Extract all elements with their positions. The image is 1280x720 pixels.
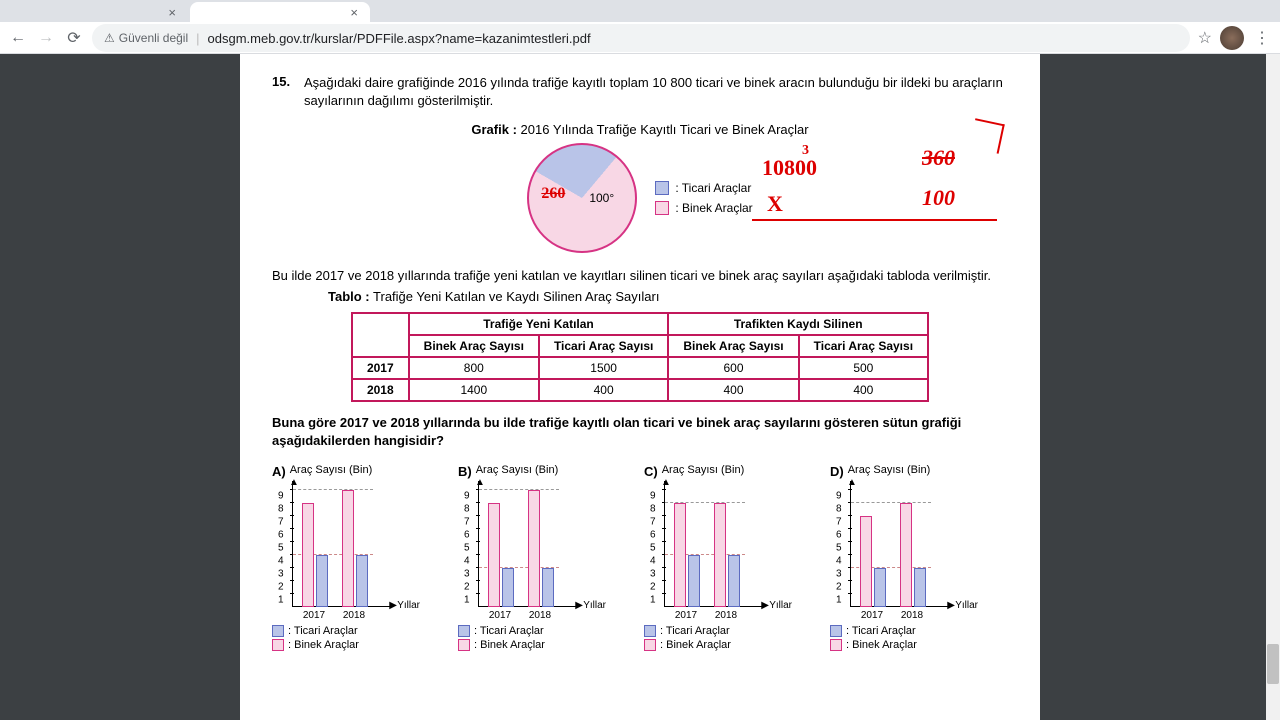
question-text: Aşağıdaki daire grafiğinde 2016 yılında …	[304, 74, 1008, 110]
pie-angle-label: 100°	[589, 191, 614, 205]
browser-chrome: × × ← → ⟳ ⚠ Güvenli değil | odsgm.meb.go…	[0, 0, 1280, 54]
scrollbar-thumb[interactable]	[1267, 644, 1279, 684]
back-icon[interactable]: ←	[8, 28, 28, 48]
url-input[interactable]: ⚠ Güvenli değil | odsgm.meb.gov.tr/kursl…	[92, 24, 1190, 52]
table-title: Tablo : Trafiğe Yeni Katılan ve Kaydı Si…	[272, 288, 1008, 306]
pie-chart-title: Grafik : 2016 Yılında Trafiğe Kayıtlı Ti…	[272, 122, 1008, 137]
handwriting: 10800	[762, 155, 817, 181]
close-icon[interactable]: ×	[168, 5, 176, 20]
data-table: Trafiğe Yeni Katılan Trafikten Kaydı Sil…	[351, 312, 929, 402]
pdf-page: 15. Aşağıdaki daire grafiğinde 2016 yılı…	[240, 54, 1040, 720]
legend-swatch-ticari	[655, 181, 669, 195]
bar-chart: ▲▶1 2 3 4 5 6 7 8 9 20172018Yıllar	[272, 481, 402, 621]
bar-legend: : Ticari Araçlar : Binek Araçlar	[830, 625, 1008, 651]
tab-strip: × ×	[0, 0, 1280, 22]
browser-tab-2[interactable]: ×	[190, 2, 370, 22]
scrollbar[interactable]	[1266, 54, 1280, 720]
bar-chart: ▲▶1 2 3 4 5 6 7 8 9 20172018Yıllar	[644, 481, 774, 621]
option-label: C)	[644, 464, 658, 479]
answer-option[interactable]: B) Araç Sayısı (Bin) ▲▶1 2 3 4 5 6 7 8 9…	[458, 464, 636, 653]
question-number: 15.	[272, 74, 296, 110]
legend-swatch-binek	[655, 201, 669, 215]
bar-legend: : Ticari Araçlar : Binek Araçlar	[458, 625, 636, 651]
pie-chart-area: 100° 260 : Ticari Araçlar : Binek Araçla…	[272, 143, 1008, 253]
handwriting: 260	[541, 185, 565, 203]
reload-icon[interactable]: ⟳	[64, 28, 84, 48]
answer-options: A) Araç Sayısı (Bin) ▲▶1 2 3 4 5 6 7 8 9…	[272, 464, 1008, 653]
bar-chart: ▲▶1 2 3 4 5 6 7 8 9 20172018Yıllar	[458, 481, 588, 621]
paragraph-2: Bu ilde 2017 ve 2018 yıllarında trafiğe …	[272, 267, 1008, 285]
browser-tab-1[interactable]: ×	[8, 2, 188, 22]
bar-legend: : Ticari Araçlar : Binek Araçlar	[272, 625, 450, 651]
question-final: Buna göre 2017 ve 2018 yıllarında bu ild…	[272, 414, 1008, 450]
option-label: D)	[830, 464, 844, 479]
handwriting: 100	[922, 185, 955, 211]
forward-icon[interactable]: →	[36, 28, 56, 48]
avatar[interactable]	[1220, 26, 1244, 50]
handwriting: 360	[922, 145, 955, 171]
security-warning: ⚠ Güvenli değil	[104, 31, 188, 45]
y-axis-label: Araç Sayısı (Bin)	[848, 464, 931, 477]
option-label: A)	[272, 464, 286, 479]
handwriting-line	[752, 219, 997, 221]
address-bar: ← → ⟳ ⚠ Güvenli değil | odsgm.meb.gov.tr…	[0, 22, 1280, 54]
bar-chart: ▲▶1 2 3 4 5 6 7 8 9 20172018Yıllar	[830, 481, 960, 621]
pie-legend: : Ticari Araçlar : Binek Araçlar	[655, 181, 752, 215]
y-axis-label: Araç Sayısı (Bin)	[662, 464, 745, 477]
close-icon[interactable]: ×	[350, 5, 358, 20]
option-label: B)	[458, 464, 472, 479]
answer-option[interactable]: C) Araç Sayısı (Bin) ▲▶1 2 3 4 5 6 7 8 9…	[644, 464, 822, 653]
handwriting: X	[767, 191, 783, 217]
url-text: odsgm.meb.gov.tr/kurslar/PDFFile.aspx?na…	[208, 31, 591, 46]
answer-option[interactable]: D) Araç Sayısı (Bin) ▲▶1 2 3 4 5 6 7 8 9…	[830, 464, 1008, 653]
menu-icon[interactable]: ⋮	[1252, 28, 1272, 48]
y-axis-label: Araç Sayısı (Bin)	[476, 464, 559, 477]
pie-chart: 100° 260	[527, 143, 637, 253]
y-axis-label: Araç Sayısı (Bin)	[290, 464, 373, 477]
answer-option[interactable]: A) Araç Sayısı (Bin) ▲▶1 2 3 4 5 6 7 8 9…	[272, 464, 450, 653]
handwriting-check	[969, 119, 1005, 155]
pdf-viewport: 15. Aşağıdaki daire grafiğinde 2016 yılı…	[0, 54, 1280, 720]
bookmark-icon[interactable]: ☆	[1198, 28, 1212, 48]
bar-legend: : Ticari Araçlar : Binek Araçlar	[644, 625, 822, 651]
